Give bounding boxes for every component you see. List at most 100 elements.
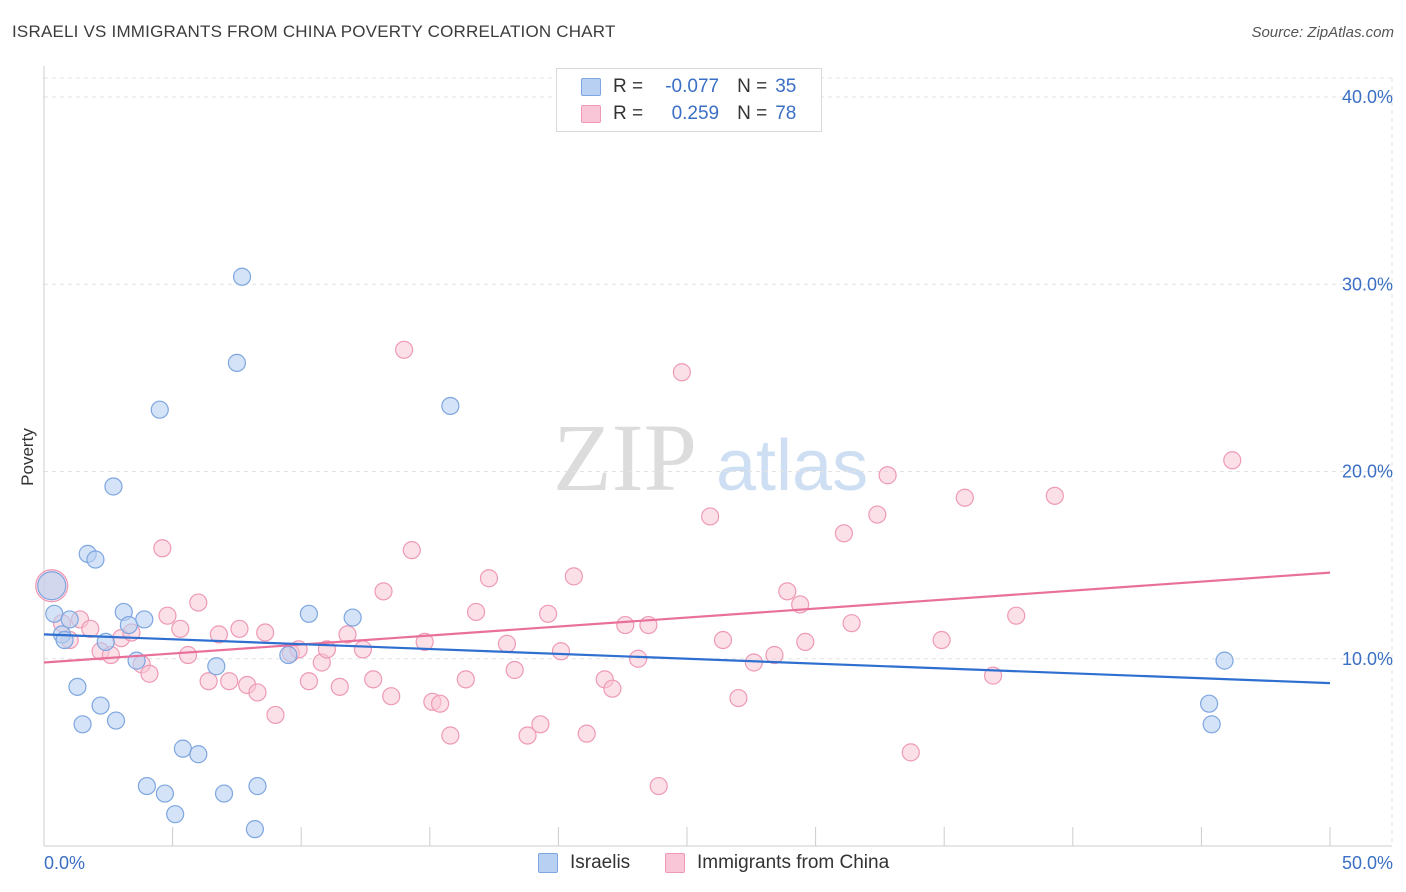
china-point (330, 677, 349, 696)
watermark-zip: ZIP (553, 404, 697, 511)
china-point (415, 632, 434, 651)
china-point (603, 679, 622, 698)
israelis-point (60, 610, 79, 629)
israelis-point (37, 571, 67, 601)
china-point (1223, 451, 1242, 470)
china-point (81, 619, 100, 638)
china-point (729, 688, 748, 708)
x-tick-label: 0.0% (44, 853, 85, 873)
israelis-point (86, 550, 105, 569)
china-point (629, 649, 648, 668)
china-legend-swatch (665, 853, 685, 873)
china-point (220, 672, 239, 691)
china-point (402, 541, 421, 560)
israelis-point (166, 805, 185, 824)
china-point (577, 724, 596, 743)
israelis-point (214, 784, 234, 803)
israelis-point (189, 745, 208, 764)
china-point (374, 582, 393, 601)
china-point (539, 604, 558, 623)
legend-china-label: Immigrants from China (697, 852, 890, 873)
china-point (1045, 486, 1064, 505)
china-point (649, 776, 668, 796)
china-point (932, 630, 951, 650)
china-point (778, 582, 797, 601)
china-swatch (581, 105, 601, 123)
israelis-point (45, 604, 64, 623)
china-point (868, 505, 887, 524)
israelis-point (173, 739, 192, 758)
china-point (158, 606, 177, 625)
legend-n-label: N = (737, 103, 768, 124)
y-tick-label: 30.0% (1342, 274, 1393, 294)
watermark: ZIP atlas (553, 404, 868, 511)
legend-israelis-label: Israelis (570, 852, 631, 873)
israelis-point (106, 711, 126, 730)
china-point (153, 539, 172, 558)
china-point (441, 726, 460, 745)
israelis-swatch (581, 78, 601, 96)
china-point (878, 466, 897, 485)
china-point (171, 619, 190, 638)
legend-row-israelis: R = -0.077 N = 35 (581, 75, 796, 99)
israelis-point (1215, 651, 1234, 670)
israelis-point (441, 396, 460, 416)
china-point (765, 645, 784, 665)
china-point (248, 683, 267, 702)
china-point (531, 715, 550, 734)
legend-n-label: N = (737, 76, 768, 97)
china-point (140, 664, 159, 683)
y-axis-label: Poverty (18, 428, 37, 486)
china-point (505, 660, 524, 680)
china-point (834, 524, 853, 543)
y-tick-label: 20.0% (1342, 462, 1393, 482)
china-point (382, 687, 401, 706)
china-point (256, 623, 275, 642)
israelis-point (68, 677, 87, 696)
israelis-point (343, 608, 362, 627)
china-point (456, 670, 475, 689)
watermark-atlas: atlas (716, 426, 868, 506)
legend-item-china: Immigrants from China (665, 852, 889, 874)
israelis-point (232, 267, 252, 286)
israelis-point (150, 400, 169, 419)
y-tick-label: 40.0% (1342, 87, 1393, 107)
israelis-point (155, 784, 174, 803)
china-point (353, 640, 373, 659)
legend-r-value: 0.259 (671, 103, 720, 124)
china-point (364, 670, 383, 689)
china-point (955, 488, 974, 507)
israelis-point (1200, 694, 1219, 713)
israelis-point (207, 657, 226, 676)
china-point (178, 645, 198, 665)
israelis-point (245, 820, 265, 839)
israelis-point (73, 715, 92, 734)
legend-r-label: R = (613, 76, 644, 97)
china-point (701, 507, 720, 526)
china-point (338, 625, 357, 644)
israelis-point (104, 477, 123, 496)
china-point (266, 705, 285, 725)
china-trend-line (43, 571, 1331, 664)
china-point (518, 726, 537, 745)
tick-labels: 10.0% 20.0% 30.0% 40.0% 0.0% 50.0% (44, 87, 1393, 873)
israelis-point (279, 645, 298, 665)
israelis-point (137, 776, 156, 796)
china-point (230, 619, 249, 638)
legend-r-value: -0.077 (665, 76, 720, 97)
israelis-point (135, 610, 154, 629)
series-legend: Israelis Immigrants from China (0, 850, 1406, 880)
x-tick-label: 50.0% (1342, 853, 1393, 873)
china-point (564, 567, 583, 586)
israelis-legend-swatch (538, 853, 558, 873)
israelis-point (119, 615, 138, 635)
china-point (713, 630, 733, 650)
china-point (1007, 606, 1026, 625)
gridlines (44, 77, 1393, 846)
china-point (672, 363, 691, 382)
china-point (209, 625, 228, 644)
source-credit: Source: ZipAtlas.com (1251, 24, 1394, 41)
china-point (430, 694, 450, 713)
stats-legend: R = -0.077 N = 35 R = 0.259 N = 78 (556, 68, 822, 132)
